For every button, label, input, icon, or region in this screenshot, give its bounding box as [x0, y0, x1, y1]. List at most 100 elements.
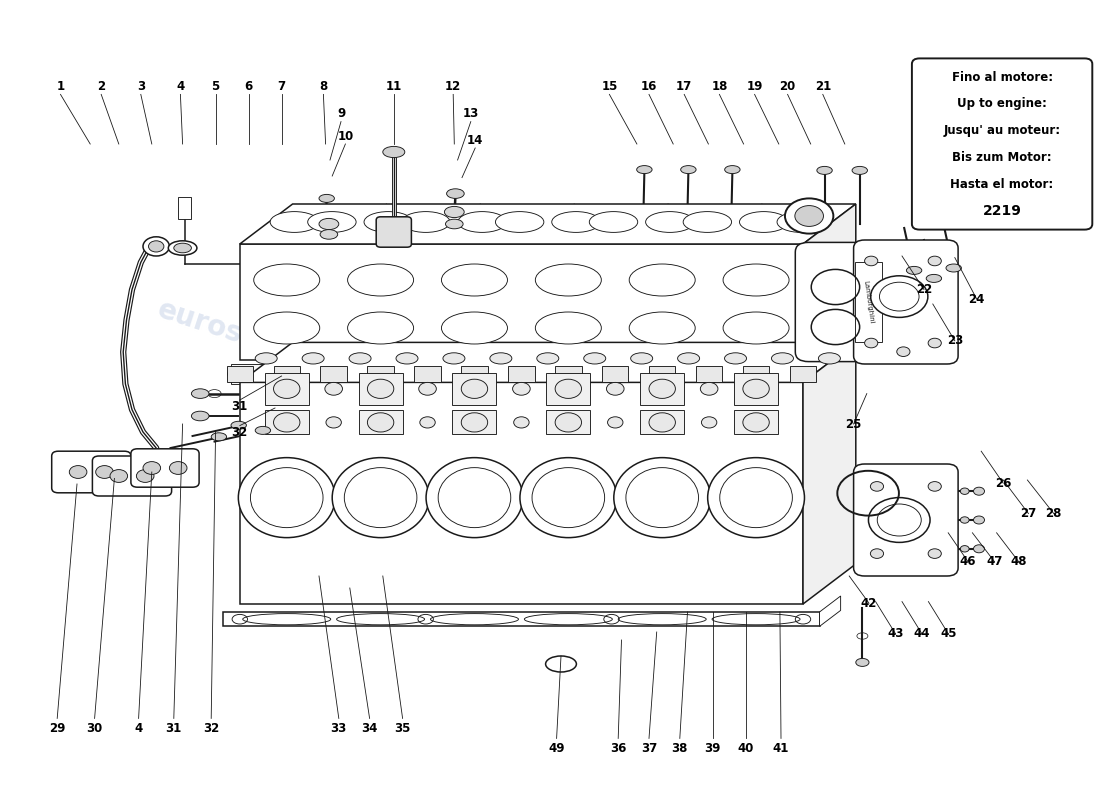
Ellipse shape: [231, 422, 246, 430]
Text: 12: 12: [446, 80, 461, 93]
Bar: [556, 366, 582, 382]
Text: Bis zum Motor:: Bis zum Motor:: [953, 151, 1052, 164]
Ellipse shape: [402, 212, 450, 233]
Ellipse shape: [556, 413, 582, 432]
Ellipse shape: [818, 353, 840, 364]
Ellipse shape: [191, 389, 209, 398]
Ellipse shape: [332, 458, 429, 538]
Circle shape: [96, 466, 113, 478]
FancyBboxPatch shape: [854, 240, 958, 364]
Ellipse shape: [629, 312, 695, 344]
Text: 7: 7: [277, 80, 286, 93]
Text: 28: 28: [1046, 507, 1062, 520]
Ellipse shape: [420, 417, 436, 428]
Ellipse shape: [461, 379, 487, 398]
Ellipse shape: [723, 312, 789, 344]
Text: 43: 43: [888, 627, 903, 640]
Circle shape: [69, 466, 87, 478]
Bar: [547, 373, 591, 405]
Text: 1: 1: [56, 80, 65, 93]
Ellipse shape: [419, 382, 437, 395]
Polygon shape: [240, 342, 856, 382]
Text: 32: 32: [232, 426, 248, 438]
Text: 9: 9: [337, 107, 345, 120]
Ellipse shape: [319, 194, 334, 202]
Ellipse shape: [590, 212, 638, 233]
Bar: [742, 366, 769, 382]
Ellipse shape: [443, 353, 465, 364]
Ellipse shape: [928, 482, 942, 491]
Text: 29: 29: [50, 722, 65, 734]
Bar: [547, 410, 591, 434]
Ellipse shape: [302, 353, 324, 364]
Text: 21: 21: [815, 80, 830, 93]
Polygon shape: [240, 204, 856, 244]
Ellipse shape: [928, 338, 942, 348]
Bar: [274, 366, 300, 382]
Bar: [452, 410, 496, 434]
Text: 44: 44: [913, 627, 930, 640]
Text: 46: 46: [959, 555, 977, 568]
Bar: [461, 366, 487, 382]
Ellipse shape: [906, 266, 922, 274]
Text: 42: 42: [861, 597, 877, 610]
Text: 2: 2: [97, 80, 106, 93]
Ellipse shape: [461, 413, 487, 432]
Text: 4: 4: [176, 80, 185, 93]
Ellipse shape: [960, 488, 969, 494]
Ellipse shape: [274, 413, 300, 432]
Ellipse shape: [614, 458, 711, 538]
Ellipse shape: [630, 353, 652, 364]
Ellipse shape: [536, 264, 602, 296]
Text: 47: 47: [987, 555, 1002, 568]
Ellipse shape: [723, 264, 789, 296]
Ellipse shape: [725, 166, 740, 174]
Text: 17: 17: [676, 80, 692, 93]
Polygon shape: [803, 204, 856, 360]
Ellipse shape: [742, 413, 769, 432]
Bar: [359, 373, 403, 405]
Text: 2219: 2219: [982, 204, 1022, 218]
Ellipse shape: [683, 212, 732, 233]
Text: 30: 30: [87, 722, 102, 734]
Text: 48: 48: [1010, 555, 1026, 568]
Ellipse shape: [811, 310, 860, 345]
Text: 14: 14: [468, 134, 483, 146]
Polygon shape: [820, 596, 840, 626]
Text: 15: 15: [602, 80, 617, 93]
Ellipse shape: [520, 458, 617, 538]
Ellipse shape: [739, 212, 788, 233]
Ellipse shape: [191, 411, 209, 421]
Text: 26: 26: [996, 477, 1011, 490]
Ellipse shape: [348, 312, 414, 344]
Ellipse shape: [701, 382, 718, 395]
Ellipse shape: [974, 516, 984, 524]
Ellipse shape: [441, 264, 507, 296]
Ellipse shape: [552, 212, 601, 233]
Circle shape: [785, 198, 834, 234]
Ellipse shape: [928, 256, 942, 266]
Ellipse shape: [274, 379, 300, 398]
Ellipse shape: [546, 656, 576, 672]
Ellipse shape: [865, 256, 878, 266]
Text: 18: 18: [712, 80, 727, 93]
FancyBboxPatch shape: [854, 464, 958, 576]
Text: 36: 36: [610, 742, 626, 754]
Ellipse shape: [320, 230, 338, 239]
Ellipse shape: [367, 379, 394, 398]
Text: 39: 39: [705, 742, 720, 754]
Text: 31: 31: [232, 400, 248, 413]
Ellipse shape: [364, 212, 412, 233]
Text: 27: 27: [1021, 507, 1036, 520]
Circle shape: [136, 470, 154, 482]
Text: 11: 11: [386, 80, 402, 93]
Polygon shape: [803, 342, 856, 604]
Text: eurospares: eurospares: [682, 263, 858, 345]
Ellipse shape: [865, 338, 878, 348]
Ellipse shape: [974, 487, 984, 495]
Ellipse shape: [148, 241, 164, 252]
Bar: [223, 612, 820, 626]
FancyBboxPatch shape: [376, 217, 411, 247]
Ellipse shape: [513, 382, 530, 395]
Bar: [734, 373, 778, 405]
